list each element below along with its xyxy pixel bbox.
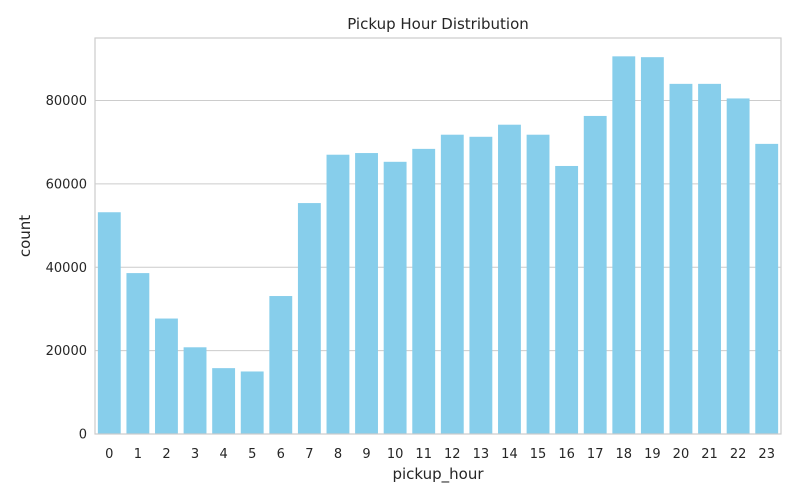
x-tick-label: 6: [277, 447, 285, 462]
y-tick-label: 80000: [46, 94, 87, 109]
bar-hour-12: [440, 134, 464, 434]
plot-background: [95, 38, 781, 434]
bar-hour-3: [183, 347, 207, 434]
x-tick-label: 17: [587, 447, 604, 462]
bar-hour-10: [383, 161, 407, 434]
x-tick-label: 1: [134, 447, 142, 462]
x-tick-labels: 0 1 2 3 4 5 6 7 8 9 10 11 12 13 14 15 16 17 18 19 20 21 22 23: [105, 447, 775, 462]
x-tick-label: 2: [162, 447, 170, 462]
y-tick-label: 60000: [46, 177, 87, 192]
x-tick-label: 23: [758, 447, 775, 462]
x-tick-label: 9: [362, 447, 370, 462]
bar-hour-22: [726, 98, 750, 434]
x-tick-label: 21: [701, 447, 718, 462]
bar-hour-20: [669, 83, 693, 434]
x-tick-label: 22: [730, 447, 747, 462]
bar-hour-7: [297, 203, 321, 434]
x-tick-label: 5: [248, 447, 256, 462]
x-tick-label: 18: [616, 447, 633, 462]
bar-hour-5: [240, 371, 264, 434]
bar-hour-23: [755, 143, 779, 434]
x-tick-label: 10: [387, 447, 404, 462]
plot-border: [94, 37, 782, 435]
bar-hour-18: [612, 56, 636, 434]
x-tick-label: 15: [530, 447, 547, 462]
bar-hour-2: [155, 318, 178, 434]
x-tick-label: 0: [105, 447, 113, 462]
x-tick-label: 11: [415, 447, 432, 462]
bar-hour-6: [269, 296, 293, 434]
bar-hour-8: [326, 154, 350, 434]
bar-hour-17: [583, 115, 607, 435]
chart-title: Pickup Hour Distribution: [347, 15, 529, 33]
x-tick-label: 4: [219, 447, 227, 462]
bar-hour-11: [412, 148, 436, 434]
plot-frame: [94, 37, 782, 435]
x-tick-label: 8: [334, 447, 342, 462]
bars: [97, 56, 779, 435]
bar-hour-19: [640, 57, 664, 434]
y-tick-label: 40000: [46, 261, 87, 276]
bar-hour-21: [698, 83, 721, 434]
y-axis-label: count: [16, 215, 34, 257]
bar-hour-13: [469, 136, 493, 435]
bar-hour-16: [555, 165, 579, 434]
bar-hour-14: [498, 124, 521, 434]
x-axis-label: pickup_hour: [392, 465, 484, 484]
x-tick-label: 12: [444, 447, 461, 462]
bar-hour-1: [126, 273, 150, 434]
x-tick-label: 14: [501, 447, 518, 462]
y-tick-labels: 0 20000 40000 60000 80000: [46, 94, 87, 442]
bar-hour-4: [212, 368, 236, 434]
x-tick-label: 3: [191, 447, 199, 462]
x-tick-label: 16: [558, 447, 575, 462]
x-tick-label: 19: [644, 447, 661, 462]
bar-hour-9: [355, 153, 378, 435]
bar-hour-15: [526, 134, 550, 434]
x-tick-label: 13: [473, 447, 490, 462]
x-tick-label: 7: [305, 447, 313, 462]
y-tick-label: 20000: [46, 344, 87, 359]
y-tick-label: 0: [79, 428, 87, 443]
bar-hour-0: [97, 212, 121, 434]
x-tick-label: 20: [673, 447, 690, 462]
